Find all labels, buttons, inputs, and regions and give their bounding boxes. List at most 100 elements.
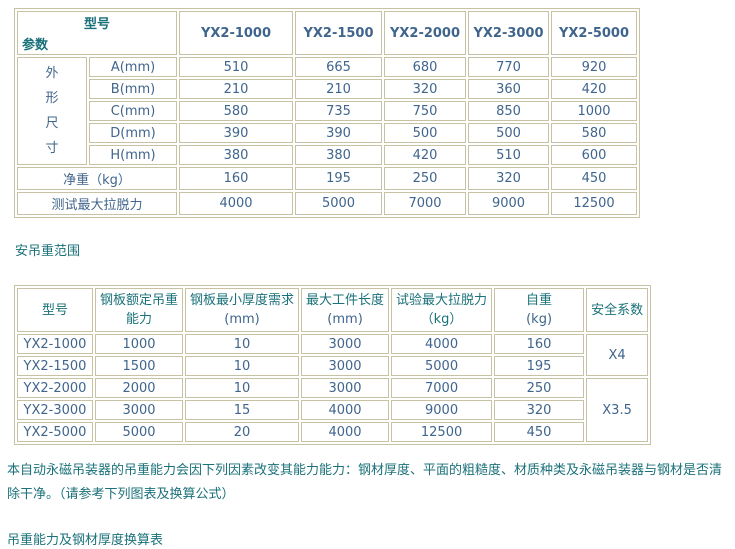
- row-label: D(mm): [89, 123, 177, 143]
- cell-value: 4000: [391, 334, 493, 354]
- header-unit: (mm): [327, 312, 363, 327]
- cell-value: 4000: [301, 422, 390, 442]
- test-pull-label: 测试最大拉脱力: [17, 192, 177, 215]
- header-unit: (kg): [526, 312, 553, 327]
- cell-value: 12500: [391, 422, 493, 442]
- cell-value: 2000: [95, 378, 184, 398]
- cell-value: 250: [384, 167, 466, 190]
- net-weight-label: 净重（kg）: [17, 167, 177, 190]
- cell-value: 210: [295, 79, 382, 99]
- dimension-group-char: 外: [45, 66, 59, 81]
- cell-value: 450: [551, 167, 637, 190]
- cell-value: 320: [468, 167, 549, 190]
- dimension-group-char: 尺: [45, 116, 59, 131]
- cell-value: 7000: [384, 192, 466, 215]
- spec-table-header-row: 型号 参数 YX2-1000 YX2-1500 YX2-2000 YX2-300…: [17, 11, 637, 55]
- cell-value: 1500: [95, 356, 184, 376]
- header-rated-capacity: 钢板额定吊重 能力: [95, 288, 184, 332]
- cell-value: 380: [295, 145, 382, 165]
- table-row: YX2-3000 3000 15 4000 9000 320: [17, 400, 648, 420]
- cell-value: 5000: [95, 422, 184, 442]
- header-unit: (mm): [224, 312, 260, 327]
- cell-value: 160: [494, 334, 585, 354]
- header-test-pull: 试验最大拉脱力 （kg）: [391, 288, 493, 332]
- cell-value: 1000: [551, 101, 637, 121]
- model-cell: YX2-2000: [17, 378, 93, 398]
- cell-value: 770: [468, 57, 549, 77]
- corner-param-label: 参数: [22, 38, 49, 53]
- table-row: YX2-1500 1500 10 3000 5000 195: [17, 356, 648, 376]
- table-row: D(mm) 390 390 500 500 580: [17, 123, 637, 143]
- cell-value: 450: [494, 422, 585, 442]
- model-header-yx2-5000: YX2-5000: [551, 11, 637, 55]
- header-text: 最大工件长度: [306, 293, 385, 308]
- model-header-yx2-1000: YX2-1000: [179, 11, 293, 55]
- cell-value: 320: [494, 400, 585, 420]
- spec-table: 型号 参数 YX2-1000 YX2-1500 YX2-2000 YX2-300…: [14, 8, 640, 218]
- cell-value: 5000: [391, 356, 493, 376]
- table-row: B(mm) 210 210 320 360 420: [17, 79, 637, 99]
- model-cell: YX2-1000: [17, 334, 93, 354]
- cell-value: 20: [185, 422, 300, 442]
- header-text: 自重: [526, 293, 553, 308]
- cell-value: 195: [295, 167, 382, 190]
- corner-header-cell: 型号 参数: [17, 11, 177, 55]
- safety-factor-x3-5: X3.5: [586, 378, 649, 442]
- table-row: C(mm) 580 735 750 850 1000: [17, 101, 637, 121]
- header-text: 型号: [41, 302, 68, 318]
- header-text: 钢板最小厚度需求: [190, 293, 295, 308]
- table-row: YX2-2000 2000 10 3000 7000 250 X3.5: [17, 378, 649, 442]
- table-row: 净重（kg） 160 195 250 320 450: [17, 167, 637, 190]
- cell-value: 7000: [391, 378, 493, 398]
- cell-value: 510: [179, 57, 293, 77]
- cell-value: 390: [295, 123, 382, 143]
- row-label: B(mm): [89, 79, 177, 99]
- model-header-yx2-3000: YX2-3000: [468, 11, 549, 55]
- cell-value: 420: [384, 145, 466, 165]
- cell-value: 160: [179, 167, 293, 190]
- table-row: YX2-5000 5000 20 4000 12500 450: [17, 422, 648, 442]
- cell-value: 320: [384, 79, 466, 99]
- safety-factor-x4: X4: [586, 334, 649, 376]
- cell-value: 920: [551, 57, 637, 77]
- table-row: H(mm) 380 380 420 510 600: [17, 145, 637, 165]
- header-text: 安全系数: [591, 302, 644, 318]
- cell-value: 250: [494, 378, 585, 398]
- cell-value: 10: [185, 334, 300, 354]
- cell-value: 3000: [301, 356, 390, 376]
- row-label: C(mm): [89, 101, 177, 121]
- model-cell: YX2-3000: [17, 400, 93, 420]
- model-cell: YX2-5000: [17, 422, 93, 442]
- header-safety-factor: 安全系数: [586, 288, 649, 332]
- cell-value: 360: [468, 79, 549, 99]
- cell-value: 5000: [295, 192, 382, 215]
- header-unit: （kg）: [420, 312, 463, 327]
- cell-value: 380: [179, 145, 293, 165]
- cell-value: 3000: [301, 334, 390, 354]
- cell-value: 680: [384, 57, 466, 77]
- header-text: 钢板额定吊重: [100, 293, 179, 308]
- cell-value: 195: [494, 356, 585, 376]
- cell-value: 10: [185, 378, 300, 398]
- table-row: YX2-1000 1000 10 3000 4000 160 X4: [17, 334, 649, 376]
- cell-value: 420: [551, 79, 637, 99]
- lifting-range-header-row: 型号 钢板额定吊重 能力 钢板最小厚度需求 (mm) 最大工件长度 (mm) 试…: [17, 288, 649, 332]
- row-label: H(mm): [89, 145, 177, 165]
- header-text: 试验最大拉脱力: [396, 293, 488, 308]
- capacity-factors-note: 本自动永磁吊装器的吊重能力会因下列因素改变其能力能力：钢材厚度、平面的粗糙度、材…: [7, 463, 723, 502]
- cell-value: 10: [185, 356, 300, 376]
- header-self-weight: 自重 (kg): [494, 288, 585, 332]
- cell-value: 850: [468, 101, 549, 121]
- cell-value: 510: [468, 145, 549, 165]
- cell-value: 3000: [301, 378, 390, 398]
- header-model: 型号: [17, 288, 93, 332]
- model-header-yx2-2000: YX2-2000: [384, 11, 466, 55]
- cell-value: 15: [185, 400, 300, 420]
- cell-value: 1000: [95, 334, 184, 354]
- cell-value: 9000: [468, 192, 549, 215]
- cell-value: 665: [295, 57, 382, 77]
- corner-model-label: 型号: [83, 17, 110, 32]
- cell-value: 580: [551, 123, 637, 143]
- dimension-group-char: 寸: [45, 141, 59, 156]
- cell-value: 750: [384, 101, 466, 121]
